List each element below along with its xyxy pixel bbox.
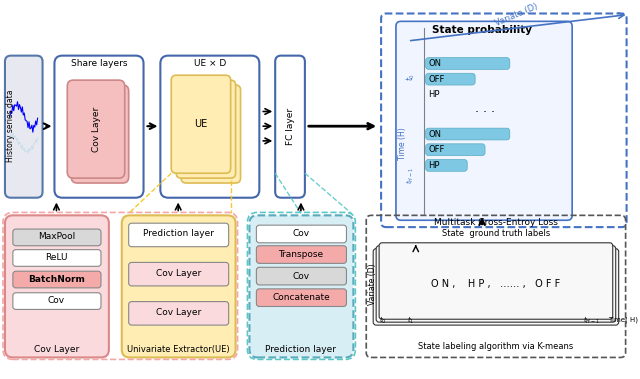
FancyBboxPatch shape — [181, 85, 241, 183]
Text: Transpose: Transpose — [278, 250, 323, 259]
FancyBboxPatch shape — [257, 267, 346, 285]
Text: $t_0$: $t_0$ — [380, 315, 387, 326]
Text: Concatenate: Concatenate — [272, 293, 330, 302]
FancyBboxPatch shape — [13, 229, 101, 246]
FancyBboxPatch shape — [5, 56, 43, 198]
FancyBboxPatch shape — [129, 302, 228, 325]
FancyBboxPatch shape — [257, 225, 346, 243]
Text: Variate (D): Variate (D) — [494, 2, 540, 28]
FancyBboxPatch shape — [129, 262, 228, 286]
FancyBboxPatch shape — [426, 160, 467, 171]
Text: · · ·: · · · — [475, 106, 495, 119]
Text: Time( H): Time( H) — [607, 317, 637, 323]
Text: Variate (D): Variate (D) — [368, 263, 377, 305]
Text: State  ground truth labels: State ground truth labels — [442, 229, 550, 238]
Text: ReLU: ReLU — [45, 253, 68, 262]
Text: HP: HP — [429, 90, 440, 99]
Text: BatchNorm: BatchNorm — [28, 274, 85, 283]
FancyBboxPatch shape — [376, 246, 616, 322]
Text: $t_1$: $t_1$ — [407, 315, 415, 326]
FancyBboxPatch shape — [13, 271, 101, 288]
Text: Cov: Cov — [292, 272, 310, 280]
Text: $t_{H-1}$: $t_{H-1}$ — [405, 167, 417, 184]
FancyBboxPatch shape — [54, 56, 143, 198]
Text: Cov: Cov — [48, 296, 65, 305]
Text: HP: HP — [429, 161, 440, 170]
FancyBboxPatch shape — [122, 215, 236, 357]
FancyBboxPatch shape — [176, 80, 236, 178]
Text: ON: ON — [429, 59, 442, 68]
FancyBboxPatch shape — [396, 21, 572, 220]
Text: Cov Layer: Cov Layer — [92, 106, 100, 152]
FancyBboxPatch shape — [161, 56, 259, 198]
Text: Cov Layer: Cov Layer — [156, 269, 201, 278]
FancyBboxPatch shape — [13, 293, 101, 309]
Text: ON: ON — [429, 130, 442, 138]
FancyBboxPatch shape — [426, 144, 485, 156]
Text: MaxPool: MaxPool — [38, 232, 75, 241]
FancyBboxPatch shape — [71, 85, 129, 183]
Text: UE × D: UE × D — [194, 59, 226, 68]
Text: Prediction layer: Prediction layer — [143, 229, 214, 238]
FancyBboxPatch shape — [257, 246, 346, 263]
FancyBboxPatch shape — [129, 223, 228, 247]
Text: Share layers: Share layers — [71, 59, 127, 68]
Text: $t_0$: $t_0$ — [404, 73, 417, 81]
Text: Cov Layer: Cov Layer — [156, 308, 201, 317]
Text: O N ,    H P ,   …… ,   O F F: O N , H P , …… , O F F — [431, 279, 561, 289]
FancyBboxPatch shape — [426, 58, 510, 69]
Text: State labeling algorithm via K-means: State labeling algorithm via K-means — [419, 342, 573, 351]
FancyBboxPatch shape — [379, 243, 612, 319]
FancyBboxPatch shape — [172, 75, 230, 173]
Text: FC layer: FC layer — [285, 108, 294, 145]
Text: History series data: History series data — [6, 90, 15, 163]
FancyBboxPatch shape — [13, 250, 101, 266]
FancyBboxPatch shape — [426, 73, 475, 85]
Text: Cov: Cov — [292, 229, 310, 238]
Text: $t_{H-1}$: $t_{H-1}$ — [584, 315, 600, 326]
Text: State probability: State probability — [432, 25, 532, 35]
FancyBboxPatch shape — [67, 80, 125, 178]
FancyBboxPatch shape — [275, 56, 305, 198]
FancyBboxPatch shape — [5, 215, 109, 357]
FancyBboxPatch shape — [373, 249, 619, 325]
FancyBboxPatch shape — [250, 215, 353, 357]
Text: Cov Layer: Cov Layer — [34, 345, 79, 354]
Text: Univariate Extractor(UE): Univariate Extractor(UE) — [127, 345, 230, 354]
FancyBboxPatch shape — [426, 128, 510, 140]
Text: UE: UE — [195, 119, 207, 129]
Text: Prediction layer: Prediction layer — [266, 345, 337, 354]
Text: OFF: OFF — [429, 145, 445, 154]
Text: OFF: OFF — [429, 75, 445, 84]
Text: Time (H): Time (H) — [398, 127, 408, 160]
Text: Multitask Cross-Entroy Loss: Multitask Cross-Entroy Loss — [434, 218, 558, 227]
FancyBboxPatch shape — [257, 289, 346, 307]
